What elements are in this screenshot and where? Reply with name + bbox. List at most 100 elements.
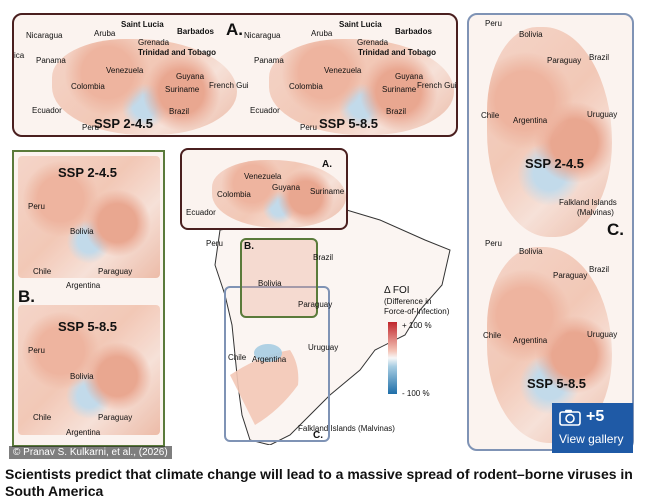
map-label: Brazil (589, 265, 610, 274)
figure-caption: Scientists predict that climate change w… (5, 466, 633, 499)
legend-color-scale (388, 322, 397, 394)
ssp-label: SSP 2-4.5 (525, 156, 585, 171)
map-label: Peru (82, 123, 99, 132)
map-label: French Gui (417, 81, 457, 90)
map-label: Peru (206, 239, 223, 248)
map-label: Panama (36, 56, 66, 65)
map-label: Chile (483, 331, 502, 340)
map-label: Nicaragua (244, 31, 281, 40)
map-label: Paraguay (553, 271, 588, 280)
map-label: Guyana (176, 72, 205, 81)
ssp-label: SSP 5-8.5 (527, 376, 587, 391)
map-label: Peru (485, 19, 502, 28)
inset-a-map (212, 160, 346, 228)
map-label: Falkland Islands (559, 198, 617, 207)
map-label: Panama (254, 56, 284, 65)
legend-subtitle-2: Force-of-Infection) (384, 307, 450, 316)
map-label: Suriname (382, 85, 417, 94)
ssp-label: SSP 5-8.5 (58, 319, 118, 334)
map-label: Barbados (177, 27, 214, 36)
map-label: French Gui (209, 81, 249, 90)
panel-b-letter: B. (18, 287, 35, 306)
article-figure: A. Nicaragua ica Panama Aruba Saint Luci… (9, 13, 634, 459)
map-label: Suriname (310, 187, 345, 196)
map-label: Argentina (66, 428, 101, 437)
map-label: Grenada (357, 38, 389, 47)
map-label: Ecuador (250, 106, 280, 115)
map-label: Venezuela (324, 66, 362, 75)
map-label: Bolivia (258, 279, 282, 288)
map-label: Suriname (165, 85, 200, 94)
map-ssp585-central (18, 305, 160, 435)
map-label: Argentina (513, 116, 548, 125)
ssp-label: SSP 2-4.5 (58, 165, 118, 180)
map-label: Peru (485, 239, 502, 248)
map-label: ica (14, 51, 25, 60)
map-ssp585-north (269, 39, 454, 135)
map-label: Brazil (386, 107, 407, 116)
map-label: Falkland Islands (Malvinas) (298, 424, 395, 433)
map-label: Aruba (311, 29, 333, 38)
map-label: Saint Lucia (339, 20, 382, 29)
inset-a: A. Colombia Venezuela Guyana Suriname Ec… (180, 148, 348, 230)
map-label: Brazil (169, 107, 190, 116)
map-label: Uruguay (587, 110, 618, 119)
map-label: Nicaragua (26, 31, 63, 40)
map-label: Ecuador (32, 106, 62, 115)
map-label: Colombia (289, 82, 323, 91)
panel-a-northern-maps: A. Nicaragua ica Panama Aruba Saint Luci… (12, 13, 458, 137)
ssp-label: SSP 5-8.5 (319, 116, 379, 131)
map-label: Chile (481, 111, 500, 120)
legend-max-label: + 100 % (402, 321, 432, 330)
map-ssp245-north (52, 39, 237, 135)
map-label: Chile (33, 413, 52, 422)
map-ssp245-south (487, 27, 612, 237)
map-label: Aruba (94, 29, 116, 38)
map-label: Guyana (272, 183, 301, 192)
view-gallery-button[interactable]: +5 View gallery (552, 403, 633, 453)
map-label: Bolivia (519, 30, 543, 39)
legend-subtitle-1: (Difference in (384, 297, 432, 306)
gallery-label: View gallery (559, 432, 624, 446)
gallery-count: +5 (586, 408, 605, 425)
map-label: Paraguay (98, 413, 133, 422)
map-label: Bolivia (70, 372, 94, 381)
panel-c-southern-maps: Peru Bolivia Paraguay Brazil Chile Argen… (467, 13, 634, 451)
map-label: Uruguay (587, 330, 618, 339)
map-label: Argentina (252, 355, 287, 364)
map-label: (Malvinas) (577, 208, 614, 217)
legend-min-label: - 100 % (402, 389, 430, 398)
map-label: Trinidad and Tobago (138, 48, 217, 57)
map-label: Ecuador (186, 208, 216, 217)
map-label: Colombia (71, 82, 105, 91)
map-label: Paraguay (547, 56, 582, 65)
map-label: Argentina (513, 336, 548, 345)
map-label: Barbados (395, 27, 432, 36)
inset-c-box (224, 286, 330, 442)
map-label: Peru (300, 123, 317, 132)
inset-b-box (240, 238, 318, 318)
map-label: Bolivia (519, 247, 543, 256)
map-label: Saint Lucia (121, 20, 164, 29)
inset-a-letter: A. (322, 159, 332, 170)
panel-c-letter: C. (607, 220, 624, 239)
camera-icon (559, 409, 581, 426)
map-label: Brazil (313, 253, 334, 262)
map-label: Grenada (138, 38, 170, 47)
map-label: Peru (28, 202, 45, 211)
ssp-label: SSP 2-4.5 (94, 116, 154, 131)
map-label: Argentina (66, 281, 101, 290)
map-label: Chile (33, 267, 52, 276)
map-label: Uruguay (308, 343, 339, 352)
map-label: Venezuela (106, 66, 144, 75)
inset-c-letter: C. (313, 430, 323, 441)
map-label: Bolivia (70, 227, 94, 236)
map-label: Colombia (217, 190, 251, 199)
south-america-outline (214, 204, 451, 445)
map-ssp245-central (18, 156, 160, 278)
map-label: Paraguay (98, 267, 133, 276)
map-label: Paraguay (298, 300, 333, 309)
map-label: Trinidad and Tobago (358, 48, 437, 57)
map-label: Chile (228, 353, 247, 362)
map-label: Peru (28, 346, 45, 355)
